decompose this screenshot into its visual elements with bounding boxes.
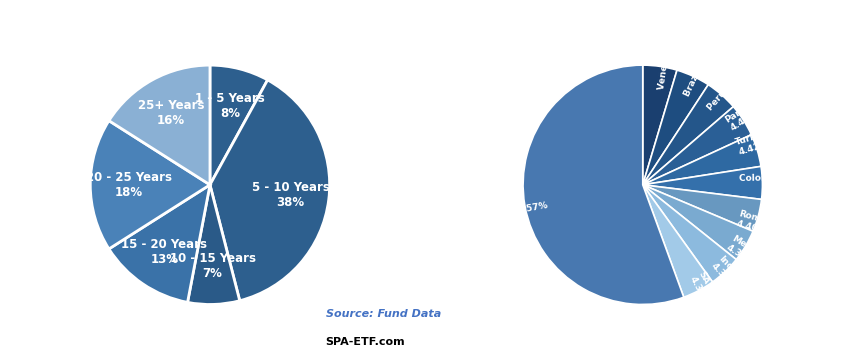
Wedge shape bbox=[643, 185, 712, 297]
Text: 5 - 10 Years
38%: 5 - 10 Years 38% bbox=[252, 181, 330, 209]
Text: 15 - 20 Years
13%: 15 - 20 Years 13% bbox=[121, 238, 207, 266]
Text: 20 - 25 Years
18%: 20 - 25 Years 18% bbox=[86, 171, 171, 199]
Text: Venezuela 4.62%: Venezuela 4.62% bbox=[656, 3, 678, 90]
Text: Maturity Breakdown: Maturity Breakdown bbox=[0, 351, 1, 352]
Text: Indonesia
4.36%: Indonesia 4.36% bbox=[709, 254, 757, 303]
Wedge shape bbox=[643, 70, 708, 185]
Wedge shape bbox=[90, 121, 210, 249]
Text: SPA-ETF.com: SPA-ETF.com bbox=[326, 337, 405, 347]
Text: PCY: PCY bbox=[0, 351, 1, 352]
Text: PCY: PCY bbox=[0, 351, 1, 352]
Wedge shape bbox=[188, 185, 240, 304]
Wedge shape bbox=[210, 65, 267, 185]
Text: Colombia 4.41%: Colombia 4.41% bbox=[739, 173, 820, 183]
Text: Source: Fund Data: Source: Fund Data bbox=[326, 309, 440, 319]
Wedge shape bbox=[109, 65, 210, 185]
Text: Turkey
4.42%: Turkey 4.42% bbox=[734, 129, 772, 157]
Wedge shape bbox=[523, 65, 684, 304]
Text: Panama
4.45%: Panama 4.45% bbox=[723, 95, 768, 133]
Text: Others 55.57%: Others 55.57% bbox=[473, 201, 548, 224]
Wedge shape bbox=[643, 65, 677, 185]
Text: SA
4.34%: SA 4.34% bbox=[687, 269, 719, 306]
Text: Romania
4.40%: Romania 4.40% bbox=[735, 209, 783, 240]
Text: 25+ Years
16%: 25+ Years 16% bbox=[137, 100, 204, 127]
Text: Peru 4.45%: Peru 4.45% bbox=[706, 63, 751, 113]
Text: Mexico
4.38%: Mexico 4.38% bbox=[725, 234, 765, 269]
Wedge shape bbox=[643, 135, 761, 185]
Wedge shape bbox=[643, 185, 736, 282]
Text: Brazil 4.60%: Brazil 4.60% bbox=[683, 37, 718, 98]
Wedge shape bbox=[643, 84, 734, 185]
Wedge shape bbox=[643, 185, 753, 259]
Text: 1 - 5 Years
8%: 1 - 5 Years 8% bbox=[195, 92, 265, 120]
Wedge shape bbox=[643, 185, 762, 231]
Text: 10 - 15 Years
7%: 10 - 15 Years 7% bbox=[170, 252, 255, 280]
Wedge shape bbox=[210, 80, 330, 301]
Text: Country Allocation: Country Allocation bbox=[0, 351, 1, 352]
Wedge shape bbox=[643, 166, 763, 200]
Wedge shape bbox=[643, 107, 752, 185]
Wedge shape bbox=[109, 185, 210, 302]
